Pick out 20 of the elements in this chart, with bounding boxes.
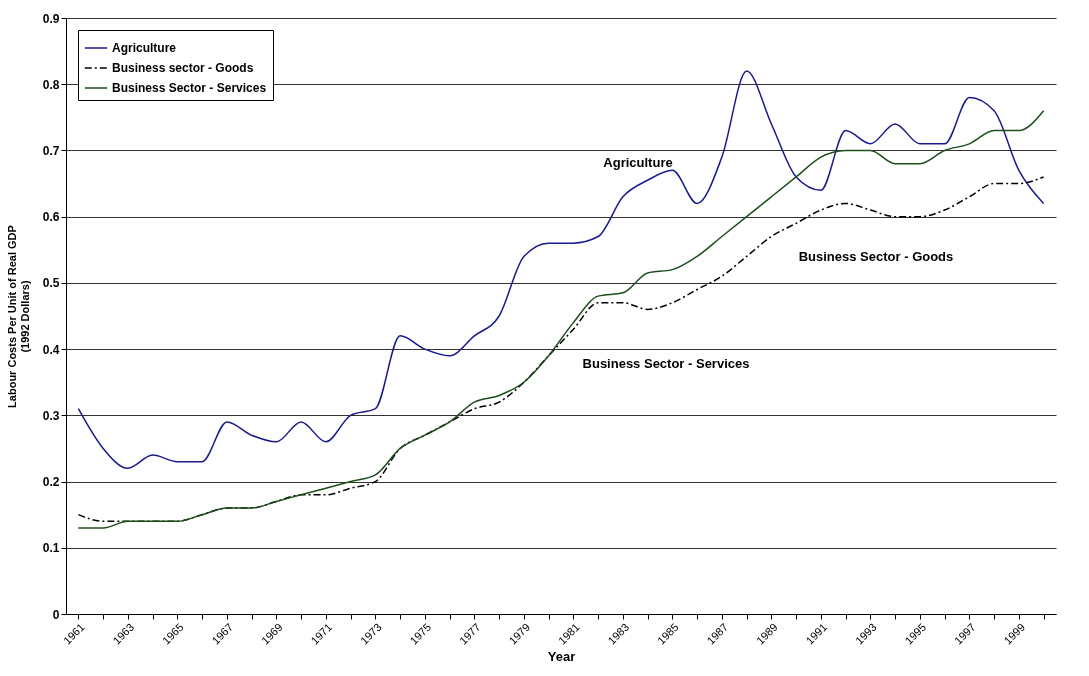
y-tick-label: 0 [52, 607, 60, 622]
x-axis-title: Year [547, 648, 576, 664]
y-axis-title: Labour Costs Per Unit of Real GDP (1992 Dollars) [5, 225, 31, 408]
y-tick-label: 0.4 [42, 342, 60, 357]
y-tick-label: 0.8 [42, 77, 60, 92]
y-tick-label: 0.2 [42, 475, 60, 490]
line-series [77, 70, 1045, 470]
legend-label: Business sector - Goods [112, 61, 254, 75]
annotation: Agriculture [603, 155, 673, 170]
y-tick-label: 0.6 [42, 210, 60, 225]
legend-label: Agriculture [112, 41, 177, 55]
y-tick-label: 0.7 [42, 143, 60, 158]
line-series [77, 109, 1045, 529]
y-tick-label: 0.3 [42, 408, 60, 423]
y-tick-label: 0.9 [42, 11, 60, 26]
legend-label: Business Sector - Services [112, 81, 267, 95]
y-tick-label: 0.1 [42, 541, 60, 556]
annotation: Business Sector - Goods [798, 249, 954, 264]
y-tick-label: 0.5 [42, 276, 60, 291]
annotation: Business Sector - Services [582, 356, 750, 371]
